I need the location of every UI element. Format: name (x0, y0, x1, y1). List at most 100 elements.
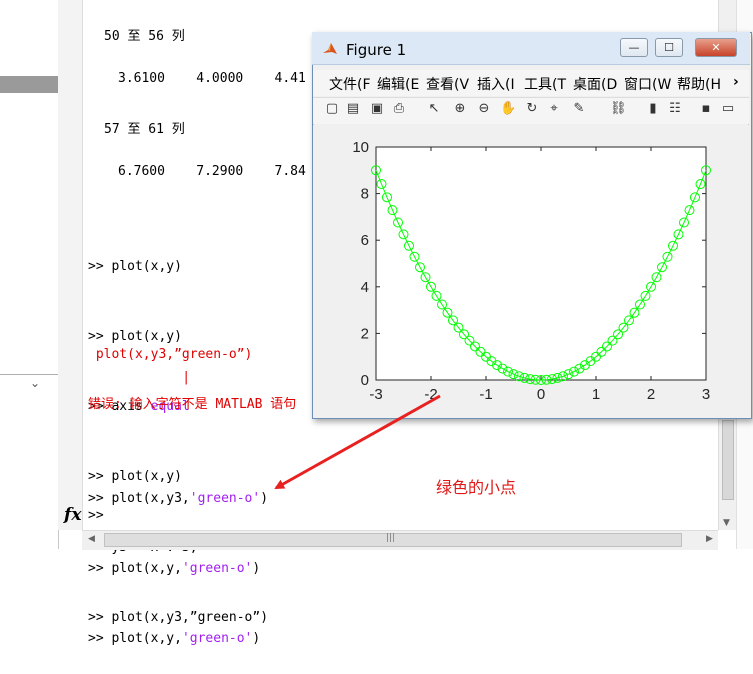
error-echo: plot(x,y3,”green-o”) (88, 347, 253, 362)
y-tick-label: 0 (361, 372, 369, 389)
command-prompt[interactable]: >> (88, 508, 104, 523)
chevron-down-icon[interactable]: ⌄ (30, 376, 41, 390)
workspace-selected-row[interactable] (0, 76, 58, 93)
menu-file[interactable]: 文件(F (329, 77, 371, 93)
data-point-marker (657, 262, 667, 273)
data-point-marker (442, 307, 453, 318)
command-line: >> plot(x,y) (88, 469, 182, 485)
data-point-marker (514, 371, 524, 382)
data-cursor-icon[interactable]: ⌖ (550, 101, 558, 116)
close-button[interactable]: ✕ (695, 38, 737, 57)
menu-help[interactable]: 帮助(H (677, 77, 721, 93)
x-tick-label: 0 (537, 386, 545, 403)
data-point-marker (624, 315, 634, 326)
hide-plot-tools-icon[interactable]: ▪ (701, 101, 711, 116)
data-point-marker (503, 366, 513, 377)
data-point-marker (563, 369, 574, 380)
data-point-marker (376, 179, 387, 190)
show-plot-tools-icon[interactable]: ▭ (721, 101, 735, 116)
brush-icon[interactable]: ✎ (573, 101, 585, 116)
x-tick-label: -3 (369, 386, 382, 403)
scroll-grip-icon: ||| (386, 533, 396, 543)
data-point-marker (695, 179, 706, 190)
scroll-left-arrow-icon[interactable]: ◀ (88, 534, 95, 544)
command-line: >> plot(x,y) (88, 258, 182, 274)
rotate-icon[interactable]: ↻ (526, 101, 538, 116)
figure-title: Figure 1 (346, 41, 407, 59)
print-icon[interactable]: ⎙ (393, 101, 405, 116)
menu-desktop[interactable]: 桌面(D (573, 77, 618, 93)
menu-window[interactable]: 窗口(W (624, 77, 672, 93)
menu-overflow-icon[interactable]: › (733, 74, 739, 90)
annotation-arrow (274, 394, 441, 490)
data-point-marker (618, 322, 629, 333)
menu-tools[interactable]: 工具(T (524, 77, 567, 93)
x-tick-label: -1 (479, 386, 492, 403)
y-tick-label: 6 (361, 232, 369, 249)
data-point-marker (662, 251, 673, 262)
menu-edit[interactable]: 编辑(E (377, 77, 420, 93)
menu-view[interactable]: 查看(V (426, 77, 470, 93)
legend-icon[interactable]: ☷ (669, 101, 681, 116)
data-point-marker (541, 374, 552, 385)
arrow-line (274, 394, 441, 490)
new-figure-icon[interactable]: ▢ (325, 101, 339, 116)
open-icon[interactable]: ▤ (346, 101, 360, 116)
data-point-marker (508, 369, 519, 380)
axes-box (375, 146, 707, 381)
data-point-marker (679, 217, 689, 228)
annotation-label: 绿色的小点 (436, 478, 517, 497)
y-tick-label: 4 (361, 279, 369, 296)
data-point-marker (701, 165, 711, 176)
panel-divider (0, 374, 58, 375)
data-point-marker (673, 229, 684, 240)
minimize-button[interactable]: — (620, 38, 648, 57)
data-point-marker (437, 299, 447, 310)
data-point-marker (426, 281, 436, 292)
command-line: >> plot(x,y) (88, 329, 182, 345)
output-row: 3.6100 4.0000 4.41 (118, 71, 306, 86)
data-point-marker (387, 205, 398, 216)
data-point-marker (398, 229, 409, 240)
function-browser-icon[interactable]: fx (64, 505, 82, 525)
horizontal-scroll-thumb[interactable] (104, 533, 682, 547)
link-icon[interactable]: ⛓ (610, 101, 627, 116)
data-point-marker (382, 192, 392, 203)
data-point-marker (629, 307, 640, 318)
menu-insert[interactable]: 插入(I (477, 77, 515, 93)
data-point-marker (640, 290, 651, 301)
scroll-down-arrow-icon[interactable]: ▼ (723, 518, 730, 528)
save-icon[interactable]: ▣ (370, 101, 384, 116)
y-tick-label: 2 (361, 325, 369, 342)
x-tick-label: 2 (647, 386, 655, 403)
maximize-button[interactable]: ☐ (655, 38, 683, 57)
pointer-icon[interactable]: ↖ (428, 101, 440, 116)
data-point-marker (635, 299, 645, 310)
x-tick-label: 1 (592, 386, 600, 403)
vertical-scroll-thumb[interactable] (722, 420, 734, 500)
error-message: 错误: 输入字符不是 MATLAB 语句 (88, 397, 297, 412)
data-point-marker (420, 272, 431, 283)
data-point-marker (607, 335, 618, 346)
matlab-logo-icon (322, 41, 338, 57)
data-point-marker (431, 290, 442, 301)
data-point-marker (558, 371, 568, 382)
data-point-marker (646, 281, 656, 292)
data-point-marker (536, 375, 546, 385)
colorbar-icon[interactable]: ▮ (649, 101, 657, 116)
scroll-right-arrow-icon[interactable]: ▶ (706, 534, 713, 544)
data-point-marker (552, 372, 563, 383)
data-point-marker (453, 322, 464, 333)
data-point-marker (530, 374, 541, 385)
data-point-marker (596, 346, 607, 357)
command-line: >> plot(x,y3,'green-o') (88, 490, 269, 506)
data-point-marker (574, 363, 585, 374)
zoom-out-icon[interactable]: ⊖ (478, 101, 490, 116)
pan-icon[interactable]: ✋ (500, 101, 517, 116)
zoom-in-icon[interactable]: ⊕ (454, 101, 466, 116)
data-point-marker (668, 240, 678, 251)
data-point-marker (690, 192, 700, 203)
data-point-marker (684, 205, 695, 216)
output-row: 6.7600 7.2900 7.84 (118, 164, 306, 179)
